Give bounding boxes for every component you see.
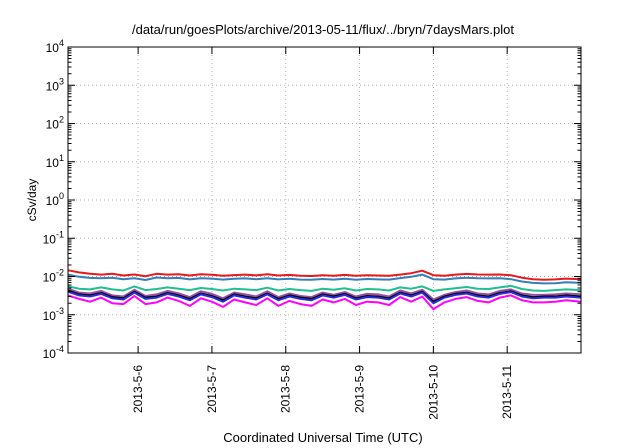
series-line-1 (67, 269, 582, 281)
x-tick-label: 2013-5-9 (353, 365, 367, 413)
y-tick-label: 10-2 (43, 268, 64, 285)
y-tick-label: 102 (46, 115, 64, 132)
y-tick-label: 103 (46, 76, 64, 93)
y-tick-label: 101 (46, 153, 64, 170)
x-axis-label: Coordinated Universal Time (UTC) (223, 430, 422, 445)
series-line-7 (67, 294, 582, 311)
x-tick-label: 2013-5-8 (279, 365, 293, 413)
y-tick-label: 10-4 (43, 344, 64, 361)
y-tick-labels: 10-4 10-3 10-2 10-1 100 101 102 103 104 (43, 38, 64, 361)
grid (68, 47, 581, 353)
series-line-4 (67, 287, 582, 301)
y-tick-label: 100 (46, 191, 64, 208)
x-tick-label: 2013-5-7 (205, 365, 219, 413)
x-tick-labels: 2013-5-6 2013-5-7 2013-5-8 2013-5-9 2013-5-1… (131, 365, 514, 420)
chart-title: /data/run/goesPlots/archive/2013-05-11/f… (132, 22, 514, 37)
x-tick-label: 2013-5-10 (426, 365, 440, 420)
x-tick-label: 2013-5-11 (500, 365, 514, 419)
y-axis-label: cSv/day (25, 179, 39, 222)
x-tick-label: 2013-5-6 (131, 365, 145, 413)
y-tick-label: 10-3 (43, 306, 64, 323)
y-tick-label: 104 (46, 38, 64, 55)
series-layer (67, 269, 582, 311)
ticks (68, 46, 581, 354)
series-line-6 (67, 290, 582, 305)
series-line-3 (67, 284, 582, 292)
series-line-2 (67, 273, 582, 285)
y-tick-label: 10-1 (43, 229, 64, 246)
